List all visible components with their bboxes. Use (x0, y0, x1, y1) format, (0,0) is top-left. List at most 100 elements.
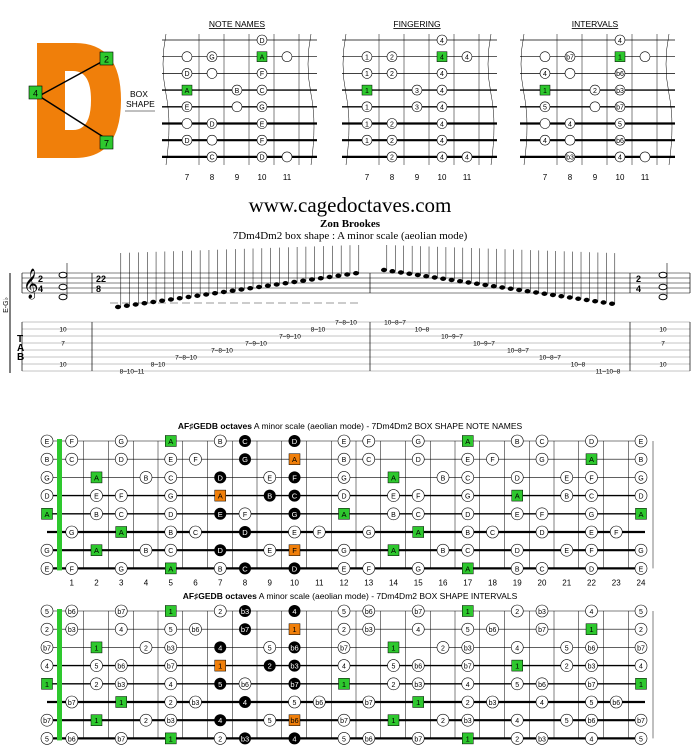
note-label: b3 (117, 682, 125, 689)
scale-note (167, 297, 174, 302)
root-note-marker (539, 84, 551, 96)
site-url[interactable]: www.cagedoctaves.com (248, 193, 452, 217)
note-label: 1 (218, 662, 222, 671)
root-note-marker (462, 605, 474, 617)
note-label: F (260, 71, 264, 78)
note-label: 3 (415, 105, 419, 112)
note-marker (263, 713, 277, 727)
note-marker (238, 507, 252, 521)
fret-number: 23 (612, 578, 621, 587)
scale-note (176, 296, 183, 301)
note-label: C (539, 566, 544, 573)
tab-run: 8–10 (151, 362, 166, 369)
note-label: 4 (292, 734, 296, 743)
note-label: 5 (639, 736, 643, 743)
scale-note (229, 288, 236, 293)
note-label: b3 (414, 682, 422, 689)
note-label: 1 (543, 88, 547, 95)
note-label: E (168, 457, 173, 464)
note-marker (589, 84, 601, 96)
note-label: 4 (540, 700, 544, 707)
root-note-marker (387, 544, 400, 556)
note-marker (65, 604, 79, 618)
note-label: D (515, 475, 520, 482)
note-label: 1 (365, 88, 369, 95)
fret-number: 9 (268, 578, 273, 587)
fret-number: 5 (169, 578, 174, 587)
note-marker (281, 51, 293, 63)
note-marker (585, 489, 598, 502)
note-marker (539, 51, 551, 63)
note-label: b6 (616, 138, 624, 145)
note-label: F (260, 138, 264, 145)
note-label: b6 (616, 71, 624, 78)
note-label: G (465, 494, 470, 501)
root-note-marker (412, 696, 424, 708)
root-note-marker (436, 51, 448, 62)
note-marker (362, 562, 376, 575)
note-marker (181, 118, 193, 129)
note-marker (40, 489, 54, 502)
note-marker (634, 641, 648, 654)
note-marker (337, 659, 351, 672)
note-marker (535, 604, 549, 618)
note-marker (585, 732, 598, 745)
tab-run: 8–10–11 (120, 369, 145, 376)
note-label: A (260, 55, 265, 62)
note-label: F (589, 475, 593, 482)
note-label: 2 (515, 736, 519, 743)
note-marker (164, 525, 178, 539)
note-label: 5 (466, 627, 470, 634)
fret-number: 10 (290, 578, 299, 587)
note-marker (585, 659, 598, 672)
note-label: D (292, 437, 298, 446)
note-label: A (465, 437, 470, 446)
note-marker (361, 51, 373, 63)
note-marker (90, 677, 103, 691)
root-note-marker (462, 435, 474, 447)
note-label: 4 (440, 71, 444, 78)
note-marker (436, 68, 448, 79)
note-marker (164, 641, 178, 654)
scale-note (448, 277, 455, 283)
fret-number: 2 (94, 578, 99, 587)
note-label: D (44, 494, 49, 501)
note-label: b3 (464, 645, 472, 652)
note-marker (256, 34, 268, 46)
note-marker (40, 713, 54, 727)
tab-fret: 10 (659, 327, 667, 334)
note-label: 4 (618, 155, 622, 162)
fret-number: 11 (641, 173, 650, 182)
scale-note (490, 284, 497, 289)
note-label: 2 (390, 155, 394, 162)
arrow-line (38, 95, 106, 139)
note-label: b6 (588, 718, 596, 725)
box-note-marker (239, 453, 251, 466)
author-name: Zon Brookes (319, 218, 380, 230)
fret-number: 9 (593, 173, 598, 182)
fretboard-title: AF♯GEDB octaves A minor scale (aeolian m… (183, 591, 518, 601)
note-marker (40, 543, 54, 557)
note-marker (411, 101, 423, 113)
note-label: b7 (43, 718, 51, 725)
note-label: E (267, 548, 272, 555)
note-label: F (416, 494, 420, 501)
fret-number: 10 (258, 173, 267, 182)
note-label: B (45, 457, 50, 464)
note-marker (337, 641, 351, 654)
note-marker (510, 471, 524, 484)
note-label: F (367, 439, 371, 446)
note-label: B (218, 566, 223, 573)
note-label: A (416, 528, 421, 537)
box-root-marker (214, 659, 226, 672)
note-label: 5 (342, 609, 346, 616)
note-label: D (184, 71, 189, 78)
tab-fret: 10 (659, 362, 667, 369)
box-note-marker (239, 605, 251, 617)
note-label: b6 (290, 643, 298, 652)
scale-note (516, 287, 523, 293)
fret-number: 7 (543, 173, 548, 182)
note-label: C (69, 457, 74, 464)
note-label: E (564, 548, 569, 555)
fret-number: 22 (587, 578, 596, 587)
